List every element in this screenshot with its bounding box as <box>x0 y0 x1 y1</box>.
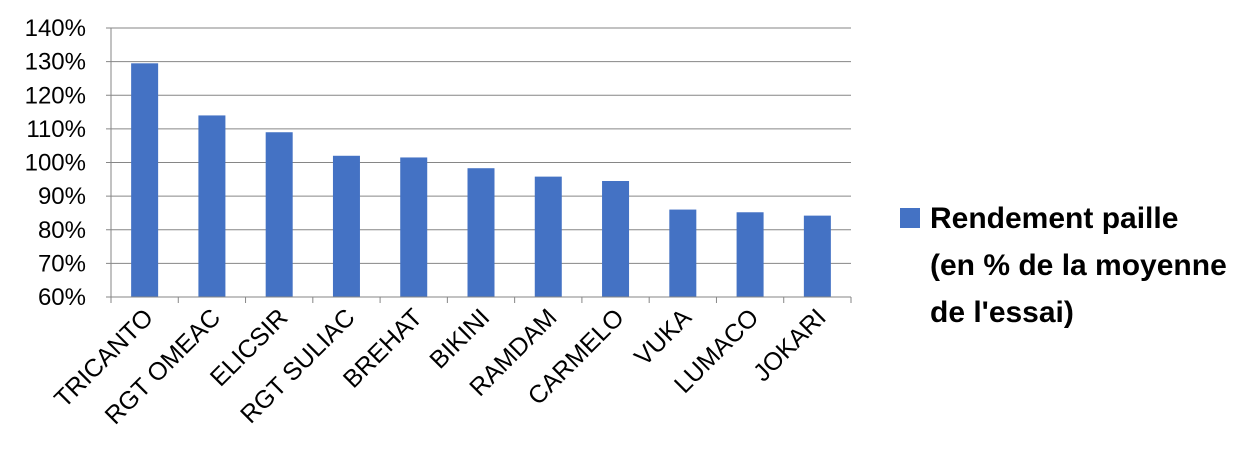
y-tick-label: 130% <box>25 49 86 76</box>
bar <box>736 212 764 297</box>
legend-label: Rendement paille (en % de la moyenne de … <box>930 202 1235 329</box>
y-tick-label: 140% <box>25 15 86 42</box>
y-tick-label: 80% <box>38 217 86 244</box>
bar <box>400 157 428 297</box>
legend-label-line-3: de l'essai) <box>930 296 1074 329</box>
bar <box>467 168 495 297</box>
y-tick-label: 110% <box>26 116 86 143</box>
bar <box>803 215 831 297</box>
bars <box>131 63 831 298</box>
y-tick-label: 70% <box>38 250 86 277</box>
legend-label-line-2: (en % de la moyenne <box>930 249 1227 282</box>
x-tick-label: JOKARI <box>748 303 832 387</box>
bar <box>198 115 226 297</box>
x-tick-label: RGT OMEAC <box>100 303 227 430</box>
gridlines <box>106 27 851 298</box>
y-tick-label: 100% <box>25 150 86 177</box>
y-tick-label: 60% <box>38 284 86 311</box>
bar <box>669 209 697 297</box>
y-axis-tick-labels: 60% 70% 80% 90% 100% 110% 120% 130% 140% <box>25 15 86 311</box>
legend-swatch <box>900 208 920 228</box>
bar <box>332 155 360 297</box>
legend: Rendement paille (en % de la moyenne de … <box>900 202 1235 329</box>
bar <box>602 180 630 297</box>
bar <box>265 132 293 297</box>
bar <box>534 176 562 297</box>
y-tick-label: 90% <box>38 183 86 210</box>
x-axis <box>110 296 852 303</box>
bar <box>131 63 159 298</box>
legend-label-line-1: Rendement paille <box>930 202 1178 235</box>
y-tick-label: 120% <box>25 82 86 109</box>
